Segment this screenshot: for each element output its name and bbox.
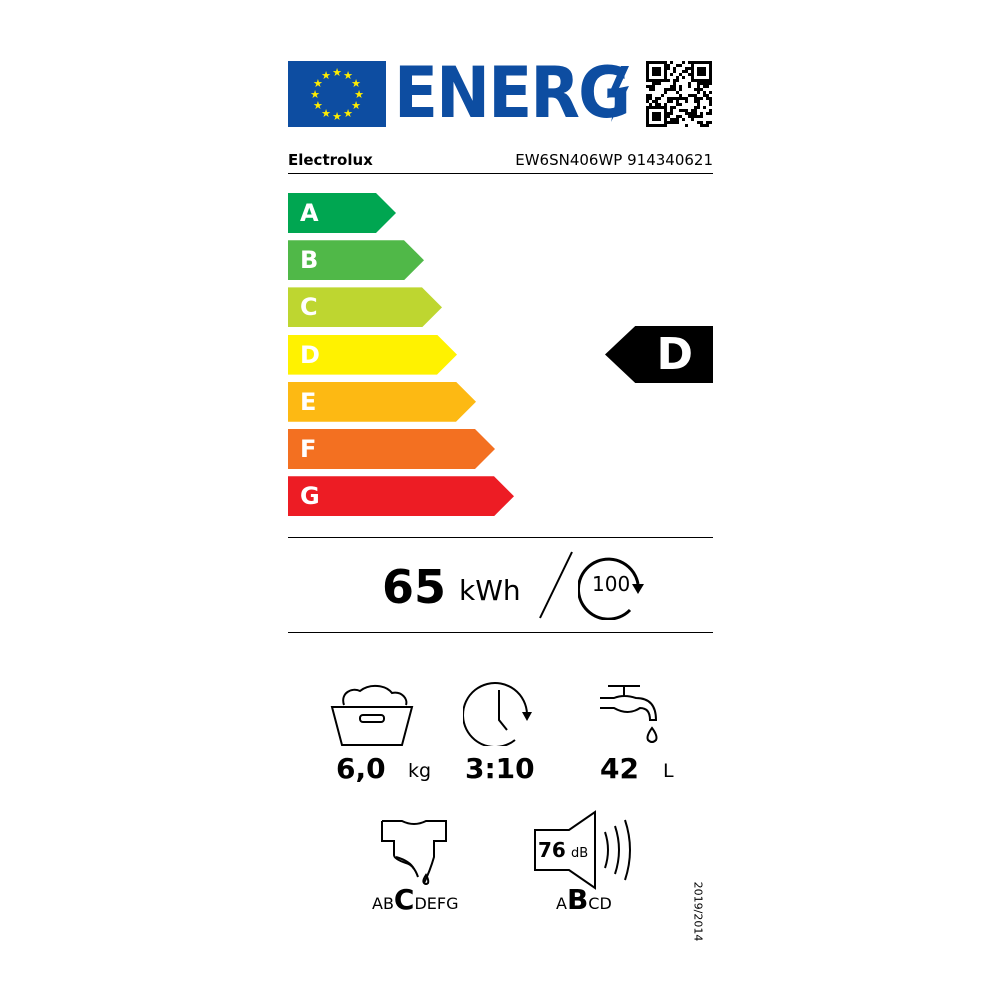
divider <box>288 173 713 174</box>
water-value: 42 <box>600 752 639 785</box>
regulation-number: 2019/2014 <box>691 881 705 942</box>
energy-unit: kWh <box>459 574 521 607</box>
noise-value: 76 <box>538 838 566 862</box>
energy-class-bar-d: D <box>288 335 457 375</box>
svg-text:★: ★ <box>343 69 353 82</box>
energy-class-bar-a: A <box>288 193 396 233</box>
svg-text:★: ★ <box>313 77 323 90</box>
lightning-icon <box>607 66 629 122</box>
svg-text:★: ★ <box>354 88 364 101</box>
svg-text:★: ★ <box>332 110 342 123</box>
qr-code-icon <box>646 61 712 127</box>
noise-class-scale: ABCD <box>556 883 612 916</box>
water-unit: L <box>663 760 674 782</box>
noise-class-selected: B <box>566 883 589 916</box>
noise-value-box: 76 dB <box>538 838 588 862</box>
energy-class-bar-e: E <box>288 382 476 422</box>
eu-flag: ★ ★ ★ ★ ★ ★ ★ ★ ★ ★ ★ ★ <box>288 61 386 127</box>
duration-value: 3:10 <box>465 752 535 785</box>
eu-stars-icon: ★ ★★★★★★★★★★★ <box>310 66 364 123</box>
divider <box>288 632 713 633</box>
rating-indicator: D <box>605 326 713 383</box>
energy-value: 65 <box>382 560 447 614</box>
brand-name: Electrolux <box>288 151 373 169</box>
divider <box>288 537 713 538</box>
capacity-unit: kg <box>408 760 432 782</box>
energy-class-bar-c: C <box>288 287 442 327</box>
svg-text:★: ★ <box>351 77 361 90</box>
svg-text:★: ★ <box>321 69 331 82</box>
cycles-icon <box>578 557 644 620</box>
spin-class-before: AB <box>372 894 394 913</box>
energy-class-bar-g: G <box>288 476 514 516</box>
noise-class-after: CD <box>588 894 612 913</box>
energy-logo: ENERG <box>394 52 631 134</box>
noise-unit: dB <box>570 846 589 861</box>
svg-text:★: ★ <box>321 107 331 120</box>
speaker-icon <box>534 810 631 890</box>
capacity-value: 6,0 <box>336 752 386 785</box>
energy-class-bar-b: B <box>288 240 424 280</box>
spin-class-scale: ABCDEFG <box>372 883 459 916</box>
svg-text:★: ★ <box>351 99 361 112</box>
laundry-basket-icon <box>330 685 414 746</box>
slash-divider <box>539 551 573 619</box>
water-tap-icon <box>600 685 658 743</box>
svg-text:★: ★ <box>310 88 320 101</box>
energy-class-bar-f: F <box>288 429 495 469</box>
spin-class-after: DEFG <box>414 894 459 913</box>
model-identifier: EW6SN406WP 914340621 <box>515 151 713 169</box>
spin-drying-icon <box>381 820 447 885</box>
svg-text:★: ★ <box>343 107 353 120</box>
noise-class-before: A <box>556 894 567 913</box>
spin-class-selected: C <box>393 883 415 916</box>
svg-text:★: ★ <box>332 66 342 79</box>
svg-text:★: ★ <box>313 99 323 112</box>
cycles-value: 100 <box>592 572 631 596</box>
duration-clock-icon <box>463 682 532 746</box>
